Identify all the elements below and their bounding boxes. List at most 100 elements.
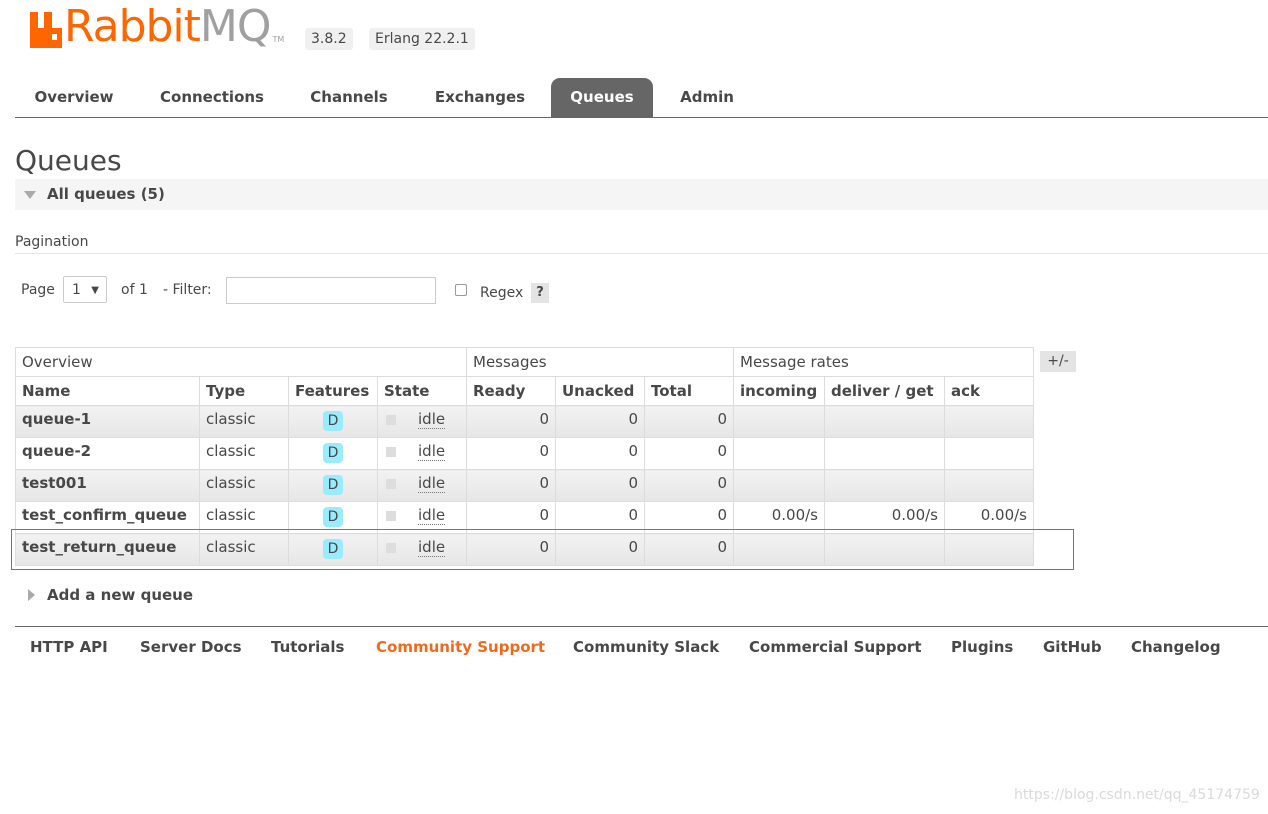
col-state[interactable]: State (377, 376, 467, 406)
footer-link-plugins[interactable]: Plugins (951, 638, 1014, 656)
col-incoming[interactable]: incoming (733, 376, 825, 406)
rabbitmq-logo[interactable]: Rabbit MQ TM (28, 4, 284, 50)
ack-rate (944, 437, 1034, 470)
incoming-rate (733, 437, 825, 470)
incoming-rate: 0.00/s (733, 501, 825, 534)
state-indicator-icon (386, 478, 396, 489)
tab-exchanges[interactable]: Exchanges (434, 88, 526, 106)
columns-toggle-button[interactable]: +/- (1040, 351, 1076, 372)
queue-state: idle (418, 442, 446, 461)
col-type[interactable]: Type (199, 376, 289, 406)
unacked-count: 0 (555, 469, 645, 502)
durable-badge: D (323, 475, 343, 495)
total-count: 0 (644, 533, 734, 566)
footer-link-community-support[interactable]: Community Support (376, 638, 546, 656)
queue-state: idle (418, 474, 446, 493)
table-row: test_return_queue classic D idle 0 0 0 (15, 533, 1034, 566)
durable-badge: D (323, 539, 343, 559)
regex-checkbox[interactable] (455, 284, 467, 296)
durable-badge: D (323, 443, 343, 463)
queue-type: classic (199, 405, 289, 438)
footer-link-commercial-support[interactable]: Commercial Support (749, 638, 922, 656)
queue-type: classic (199, 501, 289, 534)
durable-badge: D (323, 507, 343, 527)
incoming-rate (733, 405, 825, 438)
footer-link-tutorials[interactable]: Tutorials (271, 638, 345, 656)
add-queue-label: Add a new queue (47, 586, 194, 604)
table-row: queue-1 classic D idle 0 0 0 (15, 405, 1034, 438)
queue-name-link[interactable]: queue-1 (15, 405, 200, 438)
col-ack[interactable]: ack (944, 376, 1034, 406)
queue-name-link[interactable]: queue-2 (15, 437, 200, 470)
ready-count: 0 (466, 437, 556, 470)
tab-overview[interactable]: Overview (34, 88, 114, 106)
rabbitmq-logo-icon (30, 12, 62, 48)
col-name[interactable]: Name (15, 376, 200, 406)
footer-link-server-docs[interactable]: Server Docs (140, 638, 242, 656)
expand-triangle-icon (28, 589, 35, 601)
page-title: Queues (15, 144, 122, 177)
durable-badge: D (323, 411, 343, 431)
queue-name-link[interactable]: test001 (15, 469, 200, 502)
regex-help-button[interactable]: ? (531, 283, 549, 303)
tab-admin[interactable]: Admin (680, 88, 734, 106)
col-deliver-get[interactable]: deliver / get (824, 376, 945, 406)
footer-link-changelog[interactable]: Changelog (1131, 638, 1221, 656)
ready-count: 0 (466, 469, 556, 502)
total-count: 0 (644, 437, 734, 470)
ack-rate (944, 405, 1034, 438)
deliver-get-rate (824, 469, 945, 502)
queue-name-link[interactable]: test_return_queue (15, 533, 200, 566)
page-select[interactable]: 1 ▼ (63, 276, 107, 303)
col-features[interactable]: Features (288, 376, 378, 406)
main-nav-tabs: Overview Connections Channels Exchanges … (15, 78, 1268, 118)
table-row: test_confirm_queue classic D idle 0 0 0 … (15, 501, 1034, 534)
tab-queues[interactable]: Queues (551, 78, 653, 117)
ready-count: 0 (466, 533, 556, 566)
collapse-triangle-icon (24, 191, 36, 199)
ready-count: 0 (466, 501, 556, 534)
ack-rate (944, 469, 1034, 502)
queue-state: idle (418, 538, 446, 557)
table-row: test001 classic D idle 0 0 0 (15, 469, 1034, 502)
pagination-heading: Pagination (15, 233, 1268, 254)
col-ready[interactable]: Ready (466, 376, 556, 406)
deliver-get-rate (824, 437, 945, 470)
state-indicator-icon (386, 446, 396, 457)
footer-link-github[interactable]: GitHub (1043, 638, 1102, 656)
col-total[interactable]: Total (644, 376, 734, 406)
unacked-count: 0 (555, 405, 645, 438)
regex-label: Regex (480, 285, 524, 301)
deliver-get-rate (824, 405, 945, 438)
unacked-count: 0 (555, 533, 645, 566)
filter-input[interactable] (226, 277, 436, 304)
queue-type: classic (199, 469, 289, 502)
watermark-text: https://blog.csdn.net/qq_45174759 (1014, 787, 1260, 803)
page-count-label: of 1 (121, 282, 148, 298)
footer-links: HTTP API Server Docs Tutorials Community… (15, 626, 1268, 667)
page-label: Page (21, 282, 55, 298)
logo-mq-text: MQ (199, 1, 272, 52)
state-indicator-icon (386, 510, 396, 521)
ack-rate (944, 533, 1034, 566)
table-row: queue-2 classic D idle 0 0 0 (15, 437, 1034, 470)
queue-state: idle (418, 506, 446, 525)
deliver-get-rate (824, 533, 945, 566)
footer-link-community-slack[interactable]: Community Slack (573, 638, 720, 656)
chevron-down-icon: ▼ (91, 285, 99, 296)
filter-label: - Filter: (163, 282, 212, 298)
tab-connections[interactable]: Connections (160, 88, 264, 106)
annotation-highlight-box (11, 529, 1074, 570)
ready-count: 0 (466, 405, 556, 438)
unacked-count: 0 (555, 501, 645, 534)
tab-channels[interactable]: Channels (310, 88, 388, 106)
all-queues-section-toggle[interactable]: All queues (5) (15, 179, 1268, 210)
all-queues-label: All queues (5) (47, 185, 165, 203)
version-badge: 3.8.2 (305, 28, 353, 50)
queue-type: classic (199, 533, 289, 566)
logo-trademark: TM (272, 35, 285, 44)
unacked-count: 0 (555, 437, 645, 470)
footer-link-http-api[interactable]: HTTP API (30, 638, 108, 656)
col-unacked[interactable]: Unacked (555, 376, 645, 406)
ack-rate: 0.00/s (944, 501, 1034, 534)
